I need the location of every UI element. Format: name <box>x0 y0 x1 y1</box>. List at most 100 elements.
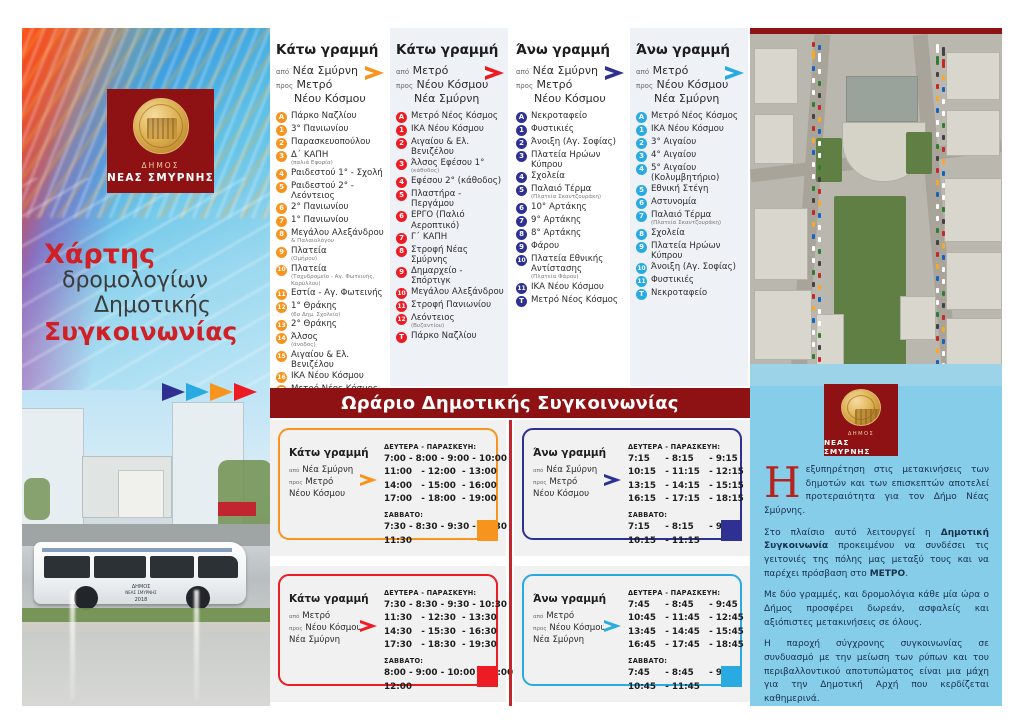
map-parked-car <box>818 309 821 314</box>
sched-kato-metro[interactable]: Κάτω γραμμή από Μετρό προς Νέου Κόσμου Νέα … <box>278 574 513 692</box>
route-stop[interactable]: 4 Εφέσου 2° (κάθοδος) <box>396 176 504 189</box>
route-stop[interactable]: 10 Άνοιξη (Αγ. Σοφίας) <box>636 262 744 275</box>
cover-title-line2: δρομολογίων <box>62 268 208 294</box>
schedule-card-to: προς Νέου Κόσμου <box>533 623 606 634</box>
route-stop[interactable]: Α Μετρό Νέος Κόσμος <box>636 111 744 123</box>
map-parked-car <box>942 123 945 128</box>
route-stop[interactable]: 5 Πλαστήρα - Περγάμου <box>396 189 504 209</box>
map-parked-car <box>812 162 815 167</box>
stop-name: Στροφή Πανιωνίου <box>411 300 492 311</box>
stop-name: Μεγάλου Αλεξάνδρου & Παλαιολόγου <box>291 228 384 245</box>
route-stop[interactable]: 8 Μεγάλου Αλεξάνδρου & Παλαιολόγου <box>276 228 384 245</box>
route-stop[interactable]: 8 Στροφή Νέας Σμύρνης <box>396 245 504 265</box>
route-stop[interactable]: 2 3° Αιγαίου <box>636 137 744 149</box>
route-stop[interactable]: 11 Φυστικιές <box>636 275 744 288</box>
route-stop[interactable]: 2 Άνοιξη (Αγ. Σοφίας) <box>516 137 624 149</box>
stop-badge: 1 <box>276 125 287 136</box>
route-stop[interactable]: 5 Παλαιό Τέρμα (Πλατεία Σκαντζουράκη) <box>516 184 624 201</box>
route-stop[interactable]: 1 Φυστικιές <box>516 124 624 136</box>
route-stop[interactable]: Τ Μετρό Νέος Κόσμος <box>516 295 624 308</box>
map-parked-car <box>936 276 939 281</box>
route-stop[interactable]: 6 Αστυνομία <box>636 197 744 210</box>
route-stop[interactable]: 6 2° Πανιωνίου <box>276 202 384 215</box>
schedule-card-from: από Μετρό <box>533 611 575 621</box>
route-stop[interactable]: 9 Φάρου <box>516 241 624 254</box>
stop-name: ΙΚΑ Νέου Κόσμου <box>531 282 604 293</box>
stop-name: Άνοιξη (Αγ. Σοφίας) <box>531 137 616 147</box>
schedule-cell <box>514 566 750 702</box>
route-stop[interactable]: 2 Παρασκευοπούλου <box>276 137 384 149</box>
route-stop[interactable]: 4 Σχολεία <box>516 171 624 184</box>
stop-badge: 1 <box>636 125 647 136</box>
route-stop[interactable]: 10 Πλατεία (Ταχυδρομείο - Αγ. Φωτεινής, Κα… <box>276 264 384 288</box>
stop-subtitle: (Ομήρου) <box>291 256 318 263</box>
schedule-cell <box>270 566 506 702</box>
route-stop[interactable]: 14 Άλσος (άνοδος) <box>276 332 384 349</box>
route-stop[interactable]: 12 1° Θράκης (6ο Δημ. Σχολείο) <box>276 301 384 318</box>
photo-bus-window <box>44 556 90 578</box>
route-stop[interactable]: Α Μετρό Νέος Κόσμος <box>396 111 504 123</box>
stop-badge: 6 <box>276 203 287 215</box>
route-stop[interactable]: 9 Πλατεία Ηρώων Κύπρου <box>636 241 744 261</box>
sched-ano-nea-smyrni[interactable]: Άνω γραμμή από Νέα Σμύρνη προς Μετρό Νέου Κ… <box>522 428 744 546</box>
route-stop[interactable]: 8 8° Αρτάκης <box>516 228 624 241</box>
route-stop[interactable]: 6 ΕΡΓΟ (Παλιό Αεροπτικό) <box>396 210 504 231</box>
weekday-time-row: 16:15 - 17:15 - 18:15 <box>628 494 744 505</box>
route-stop[interactable]: 5 Ραιδεστού 2° - Λεόντειος <box>276 181 384 201</box>
route-stop[interactable]: 13 2° Θράκης <box>276 319 384 332</box>
route-stop[interactable]: 15 Αιγαίου & Ελ. Βενιζέλου <box>276 350 384 370</box>
route-stop[interactable]: 11 Στροφή Πανιωνίου <box>396 300 504 313</box>
route-stop[interactable]: 4 5° Αιγαίου (Κολυμβητήριο) <box>636 163 744 183</box>
route-stop[interactable]: 7 1° Πανιωνίου <box>276 215 384 228</box>
route-stop[interactable]: 8 Σχολεία <box>636 228 744 241</box>
map-parked-car <box>942 51 945 56</box>
stop-badge: 10 <box>276 264 287 276</box>
map-parked-car <box>812 138 815 143</box>
route-stop[interactable]: Τ Νεκροταφείο <box>636 288 744 301</box>
route-stop[interactable]: 2 Αιγαίου & Ελ. Βενιζέλου <box>396 137 504 157</box>
route-stop[interactable]: 3 Πλατεία Ηρώων Κύπρου <box>516 150 624 170</box>
map-parked-car <box>812 342 815 347</box>
stop-badge: 5 <box>636 185 647 197</box>
route-stop[interactable]: 10 Πλατεία Εθνικής Αντίστασης (Πλατεία Φάρ… <box>516 254 624 281</box>
route-stop[interactable]: 1 ΙΚΑ Νέου Κόσμου <box>636 124 744 136</box>
stop-name: Παρασκευοπούλου <box>291 137 371 147</box>
route-from-label: από <box>516 68 530 76</box>
schedule-to-label: προς <box>533 480 547 487</box>
route-stop[interactable]: Α Πάρκο Ναζλίου <box>276 111 384 123</box>
route-stop[interactable]: 7 Γ´ ΚΑΠΗ <box>396 232 504 244</box>
stop-subtitle: (Πλατεία Φάρου) <box>531 274 579 281</box>
route-stop[interactable]: 11 Εστία - Αγ. Φωτεινής <box>276 288 384 301</box>
map-parked-car <box>812 234 815 239</box>
route-stop[interactable]: 3 Δ´ ΚΑΠΗ (παλιά Εφορία) <box>276 150 384 167</box>
route-stop[interactable]: Α Νεκροταφείο <box>516 111 624 123</box>
map-parked-car <box>818 105 821 110</box>
route-stop[interactable]: 1 ΙΚΑ Νέου Κόσμου <box>396 124 504 136</box>
weekday-time-row: 17:00 - 18:00 - 19:00 <box>384 494 497 505</box>
route-stop[interactable]: 1 3° Πανιωνίου <box>276 124 384 136</box>
route-stop[interactable]: 5 Εθνική Στέγη <box>636 184 744 197</box>
schedule-card-route: Άνω γραμμή από Μετρό προς Νέου Κόσμου Νέα Σ… <box>533 593 617 647</box>
schedule-from-label: από <box>533 468 544 474</box>
route-title: Άνω γραμμή <box>516 42 611 58</box>
route-stop[interactable]: 6 10° Αρτάκης <box>516 202 624 215</box>
route-stop[interactable]: Τ Πάρκο Ναζλίου <box>396 331 504 344</box>
route-stop[interactable]: 9 Πλατεία (Ομήρου) <box>276 246 384 263</box>
route-stop[interactable]: 3 4° Αιγαίου <box>636 150 744 162</box>
route-stop[interactable]: 10 Μεγάλου Αλεξάνδρου <box>396 287 504 300</box>
route-stop[interactable]: 7 Παλαιό Τέρμα (Πλατεία Σκαντζουράκη) <box>636 210 744 227</box>
route-stop[interactable]: 3 Άλσος Εφέσου 1° (κάθοδος) <box>396 158 504 175</box>
map-parked-car <box>942 243 945 248</box>
route-stop[interactable]: 16 ΙΚΑ Νέου Κόσμου <box>276 371 384 384</box>
route-stop[interactable]: 12 Λεόντειος (Βυζαντίου) <box>396 313 504 330</box>
route-stop[interactable]: 7 9° Αρτάκης <box>516 215 624 228</box>
sched-kato-nea-smyrni[interactable]: Κάτω γραμμή από Νέα Σμύρνη προς Μετρό Νέου … <box>278 428 507 546</box>
stop-badge: 15 <box>276 351 287 363</box>
route-direction: από Μετρό προς Νέου Κόσμου Νέα Σμύρνη <box>636 64 744 108</box>
route-stop[interactable]: 4 Ραιδεστού 1° - Σχολή <box>276 168 384 180</box>
sched-ano-metro[interactable]: Άνω γραμμή από Μετρό προς Νέου Κόσμου Νέα Σ… <box>522 574 744 692</box>
route-stop[interactable]: 9 Δημαρχείο - Σπόρτιγκ <box>396 266 504 286</box>
schedule-card-title: Άνω γραμμή <box>533 593 607 605</box>
route-stop[interactable]: 11 ΙΚΑ Νέου Κόσμου <box>516 282 624 295</box>
